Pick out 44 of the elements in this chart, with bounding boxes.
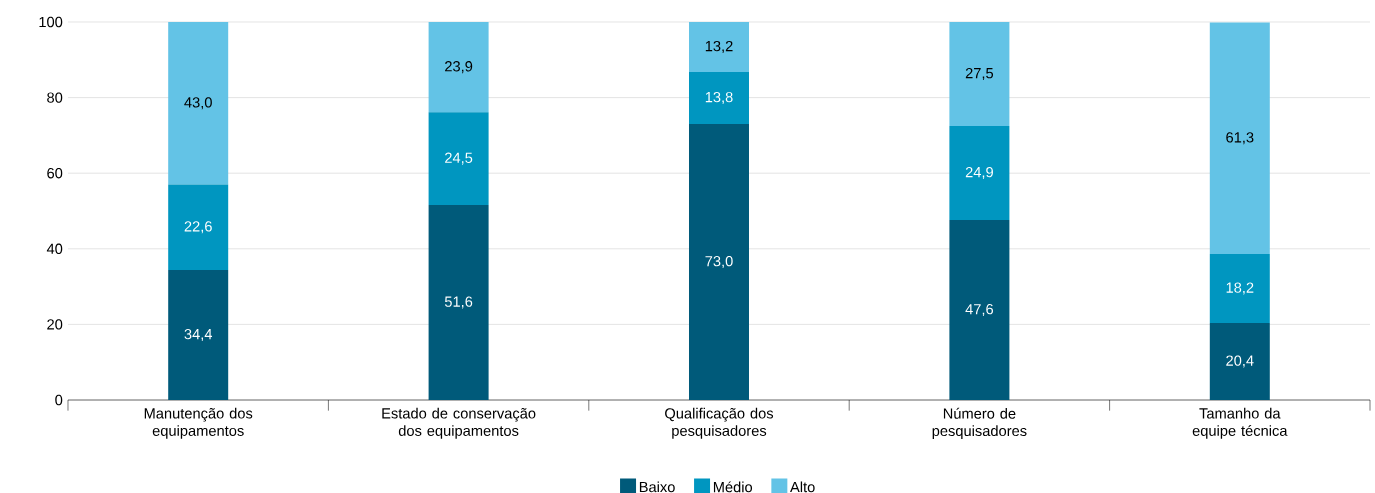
y-tick-label: 60 <box>47 168 63 179</box>
bar <box>949 22 1010 126</box>
data-label: 51,6 <box>444 296 473 309</box>
bar <box>949 125 1010 221</box>
data-label: 13,2 <box>705 40 733 54</box>
data-label: 23,9 <box>445 61 473 74</box>
y-tick-label: 20 <box>47 319 63 330</box>
data-label: 61,3 <box>1226 132 1254 145</box>
bar <box>1209 254 1270 323</box>
x-tick-label: Número de pesquisadores <box>932 407 1027 439</box>
data-label: 73,0 <box>705 255 733 269</box>
bar <box>689 22 749 72</box>
bar <box>428 204 489 400</box>
data-label: 27,5 <box>965 67 994 81</box>
bar <box>428 112 489 205</box>
legend-label: Baixo <box>639 481 675 493</box>
bar <box>168 269 229 400</box>
data-label: 18,2 <box>1226 282 1254 295</box>
x-tick-label: Qualificação dos pesquisadores <box>665 407 774 439</box>
bar <box>689 124 749 400</box>
y-tick-label: 40 <box>46 243 63 254</box>
bar <box>168 22 229 185</box>
bar <box>428 22 489 113</box>
data-label: 22,6 <box>184 221 212 234</box>
x-tick-label: Manutenção dos equipamentos <box>144 407 253 439</box>
data-label: 24,9 <box>965 166 993 180</box>
bar <box>1209 322 1270 400</box>
legend-label: Médio <box>713 481 753 493</box>
x-tick-label: Tamanho da equipe técnica <box>1192 407 1288 439</box>
y-tick-label: 80 <box>47 92 63 103</box>
bar <box>949 220 1010 400</box>
bar <box>689 71 749 125</box>
data-label: 20,4 <box>1226 355 1254 368</box>
legend-label: Alto <box>790 481 815 493</box>
y-tick-label: 0 <box>55 394 63 406</box>
data-label: 34,4 <box>184 328 213 342</box>
y-tick-label: 100 <box>39 16 63 28</box>
x-tick-label: Estado de conservação dos equipamentos <box>382 407 536 439</box>
data-label: 24,5 <box>445 152 473 165</box>
data-label: 43,0 <box>184 97 212 110</box>
data-label: 47,6 <box>965 303 994 317</box>
data-label: 13,8 <box>705 91 733 105</box>
bar <box>168 184 229 270</box>
bar <box>1209 22 1270 255</box>
